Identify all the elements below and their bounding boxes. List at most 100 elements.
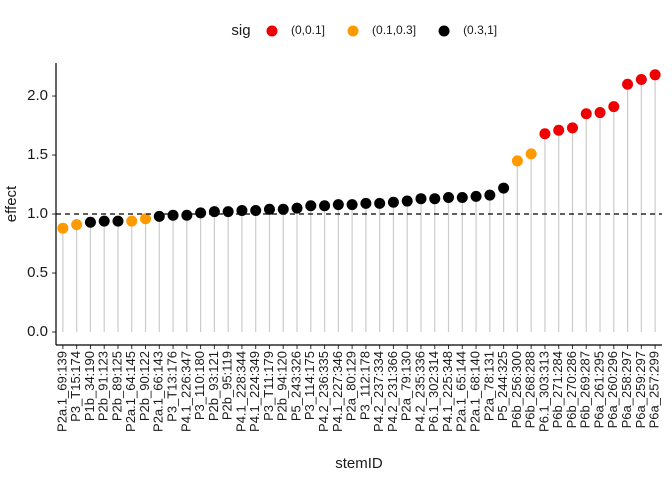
x-tick-label: P3_T15:174 [68, 351, 83, 422]
point [195, 207, 207, 219]
x-tick-label: P2a.1_68:140 [468, 351, 483, 432]
point [498, 182, 510, 194]
x-tick-label: P4.1_226:347 [178, 351, 193, 432]
point [443, 192, 455, 204]
x-tick-label: P4.2_231:366 [385, 351, 400, 432]
legend-swatch [438, 25, 450, 37]
x-tick-label: P6b_268:288 [523, 351, 538, 428]
x-tick-label: P5_243:326 [288, 351, 303, 421]
point [305, 200, 317, 212]
legend-swatch [266, 25, 278, 37]
x-tick-label: P6b_269:287 [578, 351, 593, 428]
point [566, 122, 578, 134]
x-tick-label: P2a.1_64:145 [123, 351, 138, 432]
x-tick-label: P6a_258:297 [619, 351, 634, 428]
x-tick-label: P3_114:175 [302, 351, 317, 420]
x-tick-label: P6a_261:295 [591, 351, 606, 428]
point [360, 197, 372, 209]
point [539, 128, 551, 140]
x-tick-label: P3_112:178 [357, 351, 372, 420]
x-tick-label: P4.1_228:344 [233, 351, 248, 432]
x-tick-label: P2b_89:125 [109, 351, 124, 421]
point [429, 193, 441, 205]
legend-label: (0,0.1] [291, 23, 325, 37]
point [511, 155, 523, 167]
point [608, 101, 620, 113]
point [332, 199, 344, 211]
x-tick-label: P4.2_237:334 [371, 351, 386, 432]
point [635, 74, 647, 86]
legend-label: (0.1,0.3] [372, 23, 416, 37]
point [594, 107, 606, 119]
x-tick-label: P2b_90:122 [137, 351, 152, 421]
x-tick-label: P6b_270:286 [564, 351, 579, 428]
y-tick-label: 0.5 [27, 264, 48, 281]
x-tick-label: P6a_257:299 [647, 351, 662, 428]
legend-title: sig [231, 22, 250, 39]
x-tick-label: P6.1_302:314 [426, 351, 441, 432]
x-tick-label: P6a_259:297 [633, 351, 648, 428]
x-tick-label: P2b_94:120 [275, 351, 290, 421]
point [236, 204, 248, 216]
point [98, 215, 110, 227]
point [112, 215, 124, 227]
y-tick-label: 1.0 [27, 205, 48, 222]
x-tick-label: P5_244:325 [495, 351, 510, 421]
point [484, 189, 496, 201]
x-tick-label: P6a_260:296 [605, 351, 620, 428]
x-tick-label: P2a_79:130 [399, 351, 414, 421]
x-tick-label: P2b_95:119 [220, 351, 235, 420]
point [387, 196, 399, 208]
x-tick-label: P2a.1_65:144 [454, 351, 469, 432]
point [71, 219, 83, 231]
x-tick-label: P4.2_235:336 [412, 351, 427, 432]
point [346, 199, 358, 211]
point [181, 209, 193, 221]
x-tick-label: P3_110:180 [192, 351, 207, 420]
x-tick-label: P2a_80:129 [344, 351, 359, 421]
point [374, 197, 386, 209]
point [250, 204, 262, 216]
y-axis-title: effect [3, 185, 20, 222]
point [126, 215, 138, 227]
y-tick-label: 1.5 [27, 146, 48, 163]
x-tick-label: P4.1_224:349 [247, 351, 262, 432]
y-tick-label: 0.0 [27, 323, 48, 340]
point [401, 195, 413, 207]
point [57, 222, 69, 234]
point [140, 213, 152, 225]
x-tick-label: P4.2_236:335 [316, 351, 331, 432]
point [222, 206, 234, 218]
x-tick-label: P3_T13:176 [165, 351, 180, 422]
point [525, 148, 537, 160]
point [263, 203, 275, 215]
point [649, 69, 661, 81]
x-tick-label: P6b_256:300 [509, 351, 524, 428]
x-tick-label: P2a.1_69:139 [54, 351, 69, 432]
x-axis-title: stemID [335, 455, 383, 472]
point [291, 202, 303, 214]
x-tick-label: P2a_78:131 [481, 351, 496, 421]
point [84, 216, 96, 228]
x-tick-label: P6b_271:284 [550, 351, 565, 428]
point [580, 108, 592, 120]
point [277, 203, 289, 215]
x-tick-label: P4.1_227:346 [330, 351, 345, 432]
x-tick-label: P3_T11:179 [261, 351, 276, 421]
point [470, 190, 482, 202]
point [415, 193, 427, 205]
point [208, 206, 220, 218]
x-tick-label: P4.1_225:348 [440, 351, 455, 432]
point [456, 192, 468, 204]
point [153, 210, 165, 222]
legend-label: (0.3,1] [463, 23, 497, 37]
y-tick-label: 2.0 [27, 87, 48, 104]
legend-swatch [347, 25, 359, 37]
point [167, 209, 179, 221]
x-tick-label: P2b_93:121 [206, 351, 221, 421]
point [622, 78, 634, 90]
point [553, 124, 565, 136]
point [319, 200, 331, 212]
x-tick-label: P2a.1_66:143 [151, 351, 166, 432]
